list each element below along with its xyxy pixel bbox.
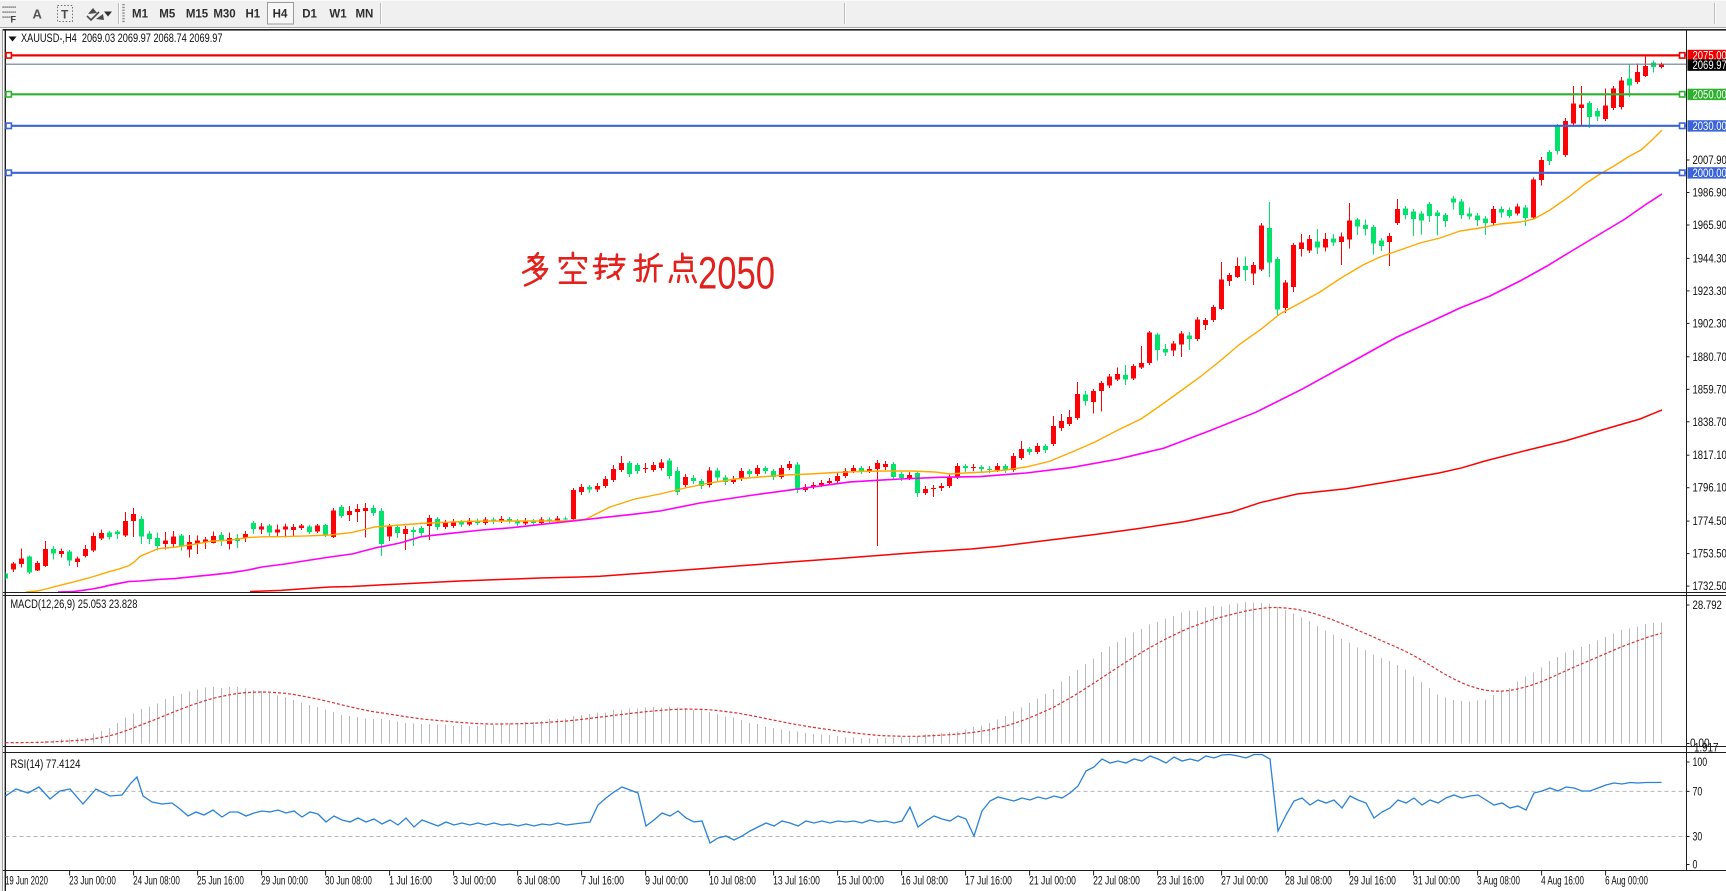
svg-text:31 Jul 00:00: 31 Jul 00:00	[1413, 876, 1460, 888]
svg-text:2007.90: 2007.90	[1693, 155, 1726, 167]
svg-text:28 Jul 08:00: 28 Jul 08:00	[1285, 876, 1332, 888]
svg-text:MACD(12,26,9) 25.053 23.828: MACD(12,26,9) 25.053 23.828	[10, 599, 137, 611]
svg-text:25 Jun 16:00: 25 Jun 16:00	[197, 876, 244, 888]
svg-text:70: 70	[1693, 786, 1703, 798]
svg-text:21 Jul 00:00: 21 Jul 00:00	[1029, 876, 1076, 888]
svg-text:W1: W1	[329, 9, 347, 21]
svg-text:22 Jul 08:00: 22 Jul 08:00	[1093, 876, 1140, 888]
svg-text:13 Jul 16:00: 13 Jul 16:00	[773, 876, 820, 888]
svg-text:29 Jun 00:00: 29 Jun 00:00	[261, 876, 308, 888]
svg-text:1859.70: 1859.70	[1693, 384, 1726, 396]
svg-text:0.00: 0.00	[1690, 738, 1710, 750]
svg-text:1817.10: 1817.10	[1693, 450, 1726, 462]
svg-text:7 Jul 16:00: 7 Jul 16:00	[581, 876, 624, 888]
svg-text:A: A	[33, 7, 43, 22]
svg-text:1902.30: 1902.30	[1693, 318, 1726, 330]
svg-text:2030.00: 2030.00	[1693, 121, 1726, 133]
svg-text:1880.70: 1880.70	[1693, 352, 1726, 364]
svg-text:M1: M1	[132, 9, 149, 21]
svg-text:1.917: 1.917	[1694, 743, 1719, 755]
svg-text:1 Jul 16:00: 1 Jul 16:00	[389, 876, 432, 888]
svg-text:1796.10: 1796.10	[1693, 483, 1726, 495]
svg-text:M15: M15	[186, 9, 209, 21]
svg-text:1965.90: 1965.90	[1693, 220, 1726, 232]
svg-text:6 Jul 08:00: 6 Jul 08:00	[517, 876, 560, 888]
svg-text:0: 0	[1693, 860, 1698, 872]
svg-text:M5: M5	[159, 9, 176, 21]
svg-text:17 Jul 16:00: 17 Jul 16:00	[965, 876, 1012, 888]
svg-text:XAUUSD-,H4 2069.03 2069.97 20: XAUUSD-,H4 2069.03 2069.97 2068.74 2069.…	[21, 33, 223, 45]
svg-text:9 Jul 00:00: 9 Jul 00:00	[645, 876, 688, 888]
svg-text:D1: D1	[302, 9, 317, 21]
svg-text:30 Jun 08:00: 30 Jun 08:00	[325, 876, 372, 888]
svg-text:27 Jul 00:00: 27 Jul 00:00	[1221, 876, 1268, 888]
svg-text:1774.50: 1774.50	[1693, 516, 1726, 528]
svg-text:4 Aug 16:00: 4 Aug 16:00	[1541, 876, 1584, 888]
svg-text:10 Jul 08:00: 10 Jul 08:00	[709, 876, 756, 888]
svg-text:19 Jun 2020: 19 Jun 2020	[5, 876, 48, 888]
svg-text:1732.50: 1732.50	[1693, 581, 1726, 593]
svg-text:3 Aug 08:00: 3 Aug 08:00	[1477, 876, 1520, 888]
svg-text:6 Aug 00:00: 6 Aug 00:00	[1605, 876, 1648, 888]
svg-text:29 Jul 16:00: 29 Jul 16:00	[1349, 876, 1396, 888]
svg-text:2069.97: 2069.97	[1693, 60, 1726, 72]
svg-text:M30: M30	[213, 9, 235, 21]
svg-text:3 Jul 00:00: 3 Jul 00:00	[453, 876, 496, 888]
svg-text:23 Jul 16:00: 23 Jul 16:00	[1157, 876, 1204, 888]
svg-text:2050.00: 2050.00	[1693, 89, 1726, 101]
svg-text:H4: H4	[273, 9, 288, 21]
svg-text:2050: 2050	[698, 248, 775, 299]
svg-text:1923.30: 1923.30	[1693, 286, 1726, 298]
svg-text:100: 100	[1693, 757, 1708, 769]
svg-text:23 Jun 00:00: 23 Jun 00:00	[69, 876, 116, 888]
svg-text:1944.30: 1944.30	[1693, 253, 1726, 265]
svg-text:16 Jul 08:00: 16 Jul 08:00	[901, 876, 948, 888]
svg-text:H1: H1	[245, 9, 260, 21]
svg-text:1753.50: 1753.50	[1693, 549, 1726, 561]
svg-text:T: T	[61, 8, 69, 22]
svg-text:RSI(14) 77.4124: RSI(14) 77.4124	[10, 759, 80, 771]
svg-text:MN: MN	[355, 9, 373, 21]
svg-text:28.792: 28.792	[1693, 600, 1722, 612]
svg-text:F: F	[11, 15, 17, 25]
svg-text:15 Jul 00:00: 15 Jul 00:00	[837, 876, 884, 888]
svg-text:30: 30	[1693, 832, 1703, 844]
svg-text:2000.00: 2000.00	[1693, 168, 1726, 180]
svg-text:24 Jun 08:00: 24 Jun 08:00	[133, 876, 180, 888]
svg-text:1986.90: 1986.90	[1693, 188, 1726, 200]
svg-text:1838.70: 1838.70	[1693, 417, 1726, 429]
